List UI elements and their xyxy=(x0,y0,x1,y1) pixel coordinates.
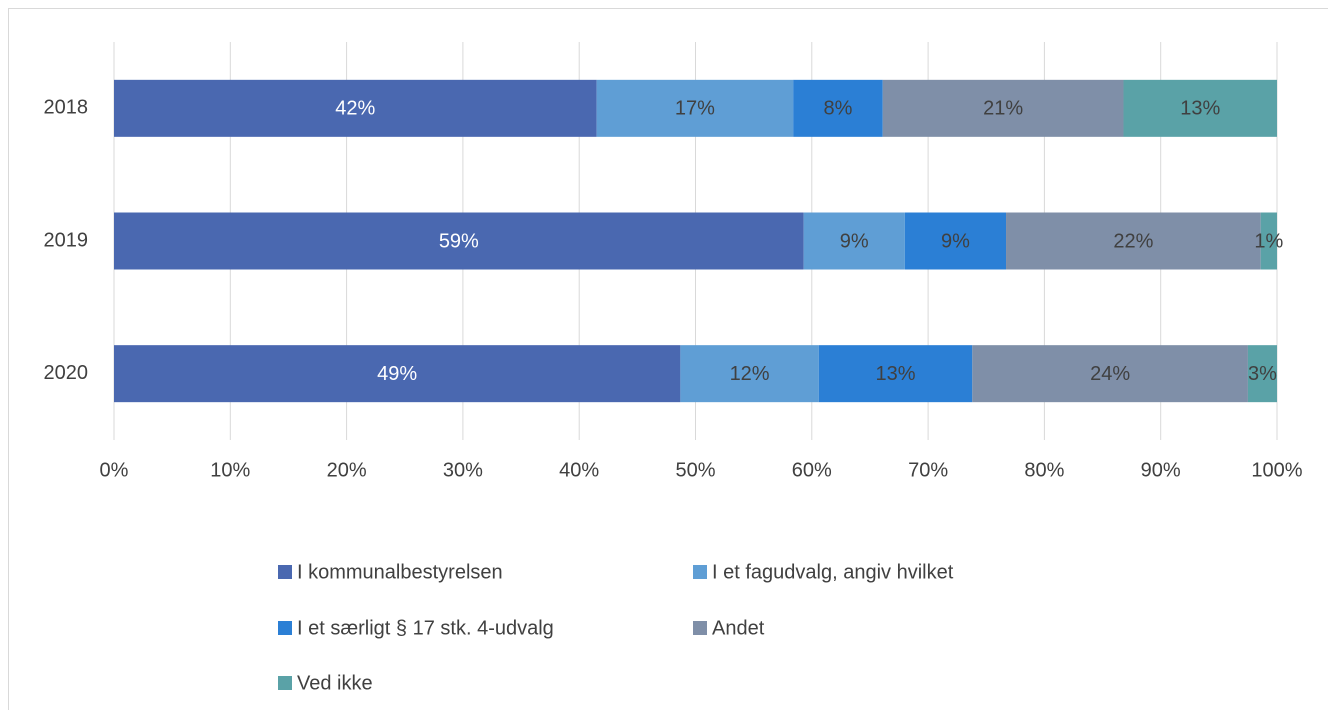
bar-segment xyxy=(596,79,794,137)
x-tick-label: 20% xyxy=(327,459,367,481)
chart-frame xyxy=(8,8,1328,710)
bar-segment xyxy=(114,345,681,403)
data-label: 22% xyxy=(1113,230,1153,252)
data-label: 24% xyxy=(1090,363,1130,385)
x-tick-label: 30% xyxy=(443,459,483,481)
legend-label: Ved ikke xyxy=(297,672,373,694)
x-tick-label: 10% xyxy=(210,459,250,481)
bar-segment xyxy=(972,345,1248,403)
legend-label: I kommunalbestyrelsen xyxy=(297,561,503,583)
bar-segment xyxy=(680,345,819,403)
x-tick-label: 50% xyxy=(675,459,715,481)
y-tick-label: 2020 xyxy=(44,362,89,384)
bar-segment xyxy=(1006,212,1261,270)
data-label: 59% xyxy=(439,230,479,252)
data-label: 8% xyxy=(824,98,853,120)
bar-segment xyxy=(793,79,883,137)
data-label: 17% xyxy=(675,98,715,120)
x-tick-label: 0% xyxy=(100,459,129,481)
data-label: 3% xyxy=(1248,363,1277,385)
data-label: 13% xyxy=(1180,98,1220,120)
legend-label: I et særligt § 17 stk. 4-udvalg xyxy=(297,617,554,639)
bar-segment xyxy=(1247,345,1277,403)
bar-segment xyxy=(114,212,804,270)
bar-segment xyxy=(1123,79,1277,137)
legend-swatch xyxy=(693,565,707,579)
x-tick-label: 60% xyxy=(792,459,832,481)
x-tick-label: 80% xyxy=(1024,459,1064,481)
data-label: 12% xyxy=(730,363,770,385)
y-tick-label: 2019 xyxy=(44,229,89,251)
x-tick-label: 100% xyxy=(1251,459,1302,481)
data-label: 9% xyxy=(941,230,970,252)
data-label: 13% xyxy=(876,363,916,385)
x-tick-label: 90% xyxy=(1141,459,1181,481)
legend-swatch xyxy=(278,676,292,690)
bar-segment xyxy=(803,212,905,270)
legend-swatch xyxy=(278,621,292,635)
data-label: 1% xyxy=(1254,230,1283,252)
data-label: 49% xyxy=(377,363,417,385)
x-tick-label: 70% xyxy=(908,459,948,481)
data-label: 9% xyxy=(840,230,869,252)
data-label: 42% xyxy=(335,98,375,120)
data-label: 21% xyxy=(983,98,1023,120)
bar-segment xyxy=(1260,212,1277,270)
legend-label: Andet xyxy=(712,617,765,639)
bar-segment xyxy=(882,79,1124,137)
x-tick-label: 40% xyxy=(559,459,599,481)
legend-label: I et fagudvalg, angiv hvilket xyxy=(712,561,954,583)
bar-segment xyxy=(904,212,1007,270)
legend-swatch xyxy=(693,621,707,635)
legend-swatch xyxy=(278,565,292,579)
y-tick-label: 2018 xyxy=(44,97,89,119)
bar-segment xyxy=(818,345,973,403)
bar-segment xyxy=(114,79,597,137)
